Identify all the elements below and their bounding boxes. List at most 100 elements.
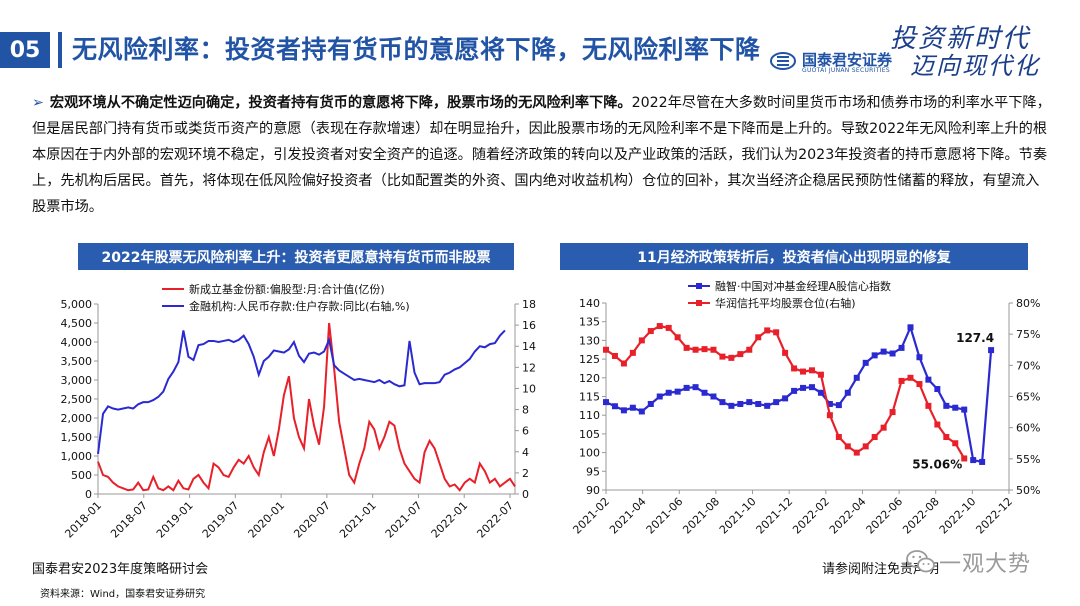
right-series-1-point bbox=[719, 353, 726, 360]
y-tick-left-label: 5,000 bbox=[61, 298, 93, 311]
right-series-0-point bbox=[782, 395, 789, 402]
x-tick-label: 2022-12 bbox=[973, 495, 1015, 537]
x-tick-label: 2019-07 bbox=[200, 499, 242, 541]
left-legend-0-label: 新成立基金份额:偏股型:月:合计值(亿份) bbox=[189, 282, 385, 296]
right-series-1-point bbox=[880, 424, 887, 431]
x-tick-label: 2020-01 bbox=[246, 499, 288, 541]
y-tick-left-label: 100 bbox=[579, 447, 600, 460]
right-series-0-point bbox=[889, 350, 896, 357]
right-series-1-point bbox=[916, 381, 923, 388]
right-series-0-point bbox=[665, 389, 672, 396]
right-series-1-point bbox=[826, 412, 833, 419]
y-tick-left-label: 2,000 bbox=[61, 412, 93, 425]
right-series-1-point bbox=[728, 354, 735, 361]
right-series-0-point bbox=[925, 376, 932, 383]
footer-disclaimer-link[interactable]: 请参阅附注免责声明 bbox=[822, 562, 940, 577]
x-tick-label: 2021-12 bbox=[754, 495, 796, 537]
right-series-1-point bbox=[746, 346, 753, 353]
right-series-1-point bbox=[808, 367, 815, 374]
logo-mark-icon bbox=[770, 52, 796, 70]
body-paragraph: ➢ 宏观环境从不确定性迈向确定，投资者持有货币的意愿将下降，股票市场的无风险利率下… bbox=[32, 90, 1052, 220]
right-series-1-point bbox=[665, 324, 672, 331]
right-series-0-annotation: 127.4 bbox=[956, 331, 994, 345]
y-tick-left-label: 1,000 bbox=[61, 450, 93, 463]
right-series-0-point bbox=[817, 389, 824, 396]
footer-event-name: 国泰君安2023年度策略研讨会 bbox=[32, 562, 209, 577]
y-tick-left-label: 4,000 bbox=[61, 336, 93, 349]
wechat-icon bbox=[906, 550, 935, 573]
watermark-text: 一观大势 bbox=[939, 552, 1032, 577]
company-logo: 国泰君安证券 GUOTAI JUNAN SECURITIES bbox=[770, 48, 920, 80]
y-tick-left-label: 2,500 bbox=[61, 393, 93, 406]
y-tick-right-label: 2 bbox=[522, 467, 529, 480]
y-tick-right-label: 55% bbox=[1016, 453, 1040, 466]
logo-text-en: GUOTAI JUNAN SECURITIES bbox=[802, 67, 890, 74]
x-tick-label: 2022-04 bbox=[827, 495, 869, 537]
right-series-0-point bbox=[943, 402, 950, 409]
right-series-1-point bbox=[961, 455, 968, 462]
right-series-1-point bbox=[835, 434, 842, 441]
right-series-1-point bbox=[844, 443, 851, 450]
right-series-0-point bbox=[880, 348, 887, 355]
y-tick-left-label: 115 bbox=[579, 391, 600, 404]
y-tick-left-label: 130 bbox=[579, 334, 600, 347]
right-series-1-point bbox=[934, 421, 941, 428]
title-accent-bar bbox=[58, 32, 62, 68]
header: 05 无风险利率：投资者持有货币的意愿将下降，无风险利率下降 国泰君安证券 GU… bbox=[0, 22, 1080, 80]
right-series-1-point bbox=[647, 328, 654, 335]
right-series-1-annotation: 55.06% bbox=[912, 457, 962, 471]
right-series-1-point bbox=[773, 329, 780, 336]
right-series-1-point bbox=[907, 374, 914, 381]
y-tick-right-label: 70% bbox=[1016, 359, 1040, 372]
y-tick-right-label: 10 bbox=[522, 382, 536, 395]
x-tick-label: 2021-04 bbox=[607, 495, 649, 537]
chart-left: 0 500 1,000 1,500 2,000 2,500 3,000 3,500 4,000 4… bbox=[61, 282, 537, 541]
right-series-0-point bbox=[620, 407, 627, 414]
x-tick-label: 2018-07 bbox=[108, 499, 150, 541]
right-series-1-line bbox=[605, 324, 966, 460]
right-series-0-point bbox=[898, 344, 905, 351]
x-tick-label: 2021-08 bbox=[680, 495, 722, 537]
right-series-1-point bbox=[620, 360, 627, 367]
y-tick-left-label: 4,500 bbox=[61, 317, 93, 330]
right-series-0-line bbox=[605, 324, 993, 464]
right-series-0-point bbox=[952, 404, 959, 411]
right-series-0-point bbox=[970, 457, 977, 464]
chart-right: 90 95 100 105 110 115 120 125 130 135 140 50% 55% 60%… bbox=[570, 279, 1040, 537]
page-title: 无风险利率：投资者持有货币的意愿将下降，无风险利率下降 bbox=[72, 35, 761, 64]
y-tick-left-label: 135 bbox=[579, 316, 600, 329]
right-series-1-point bbox=[898, 377, 905, 384]
y-tick-left-label: 105 bbox=[579, 428, 600, 441]
right-series-0-point bbox=[603, 399, 609, 406]
x-tick-label: 2022-01 bbox=[429, 499, 471, 541]
y-tick-right-label: 16 bbox=[522, 319, 536, 332]
y-tick-left-label: 120 bbox=[579, 372, 600, 385]
right-series-0-point bbox=[826, 400, 833, 407]
right-series-0-point bbox=[862, 359, 869, 366]
y-tick-left-label: 110 bbox=[579, 409, 600, 422]
x-tick-label: 2019-01 bbox=[154, 499, 196, 541]
right-series-0-point bbox=[728, 402, 735, 409]
y-tick-right-label: 60% bbox=[1016, 422, 1040, 435]
right-series-1-point bbox=[603, 346, 609, 353]
right-series-0-point bbox=[844, 389, 851, 396]
right-series-1-point bbox=[692, 346, 699, 353]
right-series-0-point bbox=[710, 393, 717, 400]
x-tick-label: 2022-02 bbox=[790, 495, 832, 537]
right-series-0-point bbox=[656, 393, 663, 400]
right-series-1-point bbox=[925, 402, 932, 409]
x-tick-label: 2022-08 bbox=[900, 495, 942, 537]
paragraph-lead: 宏观环境从不确定性迈向确定，投资者持有货币的意愿将下降，股票市场的无风险利率下降… bbox=[49, 95, 632, 111]
x-tick-label: 2021-10 bbox=[717, 495, 759, 537]
x-tick-label: 2021-02 bbox=[570, 495, 612, 537]
right-series-0-point bbox=[800, 384, 807, 391]
right-series-0-point bbox=[988, 347, 995, 354]
right-series-1-point bbox=[782, 349, 789, 356]
right-legend-0-label: 融智·中国对冲基金经理A股信心指数 bbox=[715, 279, 891, 293]
right-series-0-point bbox=[764, 402, 771, 409]
y-tick-right-label: 4 bbox=[522, 446, 529, 459]
right-series-1-point bbox=[889, 409, 896, 416]
right-series-0-point bbox=[808, 384, 815, 391]
x-tick-label: 2018-01 bbox=[62, 499, 104, 541]
y-tick-left-label: 500 bbox=[71, 469, 92, 482]
